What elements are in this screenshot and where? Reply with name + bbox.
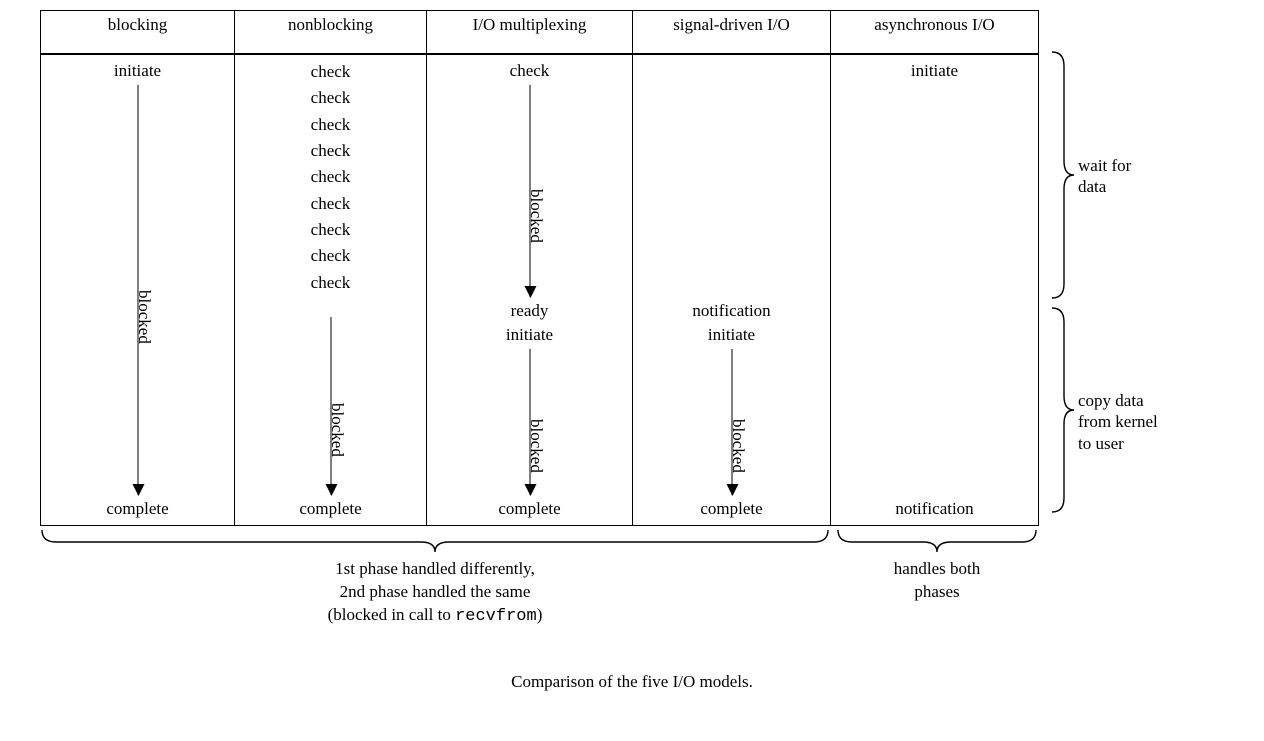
table-header-row: blockingnonblockingI/O multiplexingsigna… (41, 11, 1039, 55)
blocking-complete: complete (41, 499, 234, 519)
async-initiate: initiate (831, 61, 1038, 81)
signal-mid-1: initiate (633, 325, 830, 345)
async-notification: notification (831, 499, 1038, 519)
right-brace-phase2 (1050, 306, 1076, 514)
col-header-3: signal-driven I/O (633, 11, 831, 55)
nonblocking-check-3: check (235, 138, 426, 164)
bottom-brace-svg-first4 (40, 528, 830, 554)
right-brace-text-phase1: wait fordata (1078, 155, 1131, 198)
col-body-0: initiate blocked complete (41, 54, 235, 526)
mux-complete: complete (427, 499, 632, 519)
bottom-braces-area: 1st phase handled differently,2nd phase … (40, 528, 1044, 648)
nonblocking-check-8: check (235, 270, 426, 296)
signal-complete: complete (633, 499, 830, 519)
nonblocking-check-0: check (235, 59, 426, 85)
mux-arrow-1-label: blocked (526, 189, 546, 243)
nonblocking-check-7: check (235, 243, 426, 269)
io-models-table: blockingnonblockingI/O multiplexingsigna… (40, 10, 1039, 526)
right-brace-text-phase2: copy datafrom kernelto user (1078, 390, 1158, 454)
col-body-1: checkcheckcheckcheckcheckcheckcheckcheck… (235, 54, 427, 526)
mux-mid-0: ready (427, 301, 632, 321)
blocking-arrow-label: blocked (134, 290, 154, 344)
col-body-2: check blocked ready initiate blocked complete (427, 54, 633, 526)
blocking-initiate: initiate (41, 61, 234, 81)
col-header-1: nonblocking (235, 11, 427, 55)
mux-check: check (427, 61, 632, 81)
bottom-brace-first4: 1st phase handled differently,2nd phase … (40, 528, 830, 629)
bottom-brace-last1: handles bothphases (836, 528, 1038, 604)
nonblocking-check-1: check (235, 85, 426, 111)
col-header-0: blocking (41, 11, 235, 55)
col-header-4: asynchronous I/O (831, 11, 1039, 55)
nonblocking-arrow-label: blocked (327, 403, 347, 457)
mux-arrow-2-label: blocked (526, 419, 546, 473)
nonblocking-check-4: check (235, 164, 426, 190)
code-recvfrom: recvfrom (455, 607, 537, 626)
bottom-brace-svg-last1 (836, 528, 1038, 554)
right-brace-phase1 (1050, 50, 1076, 300)
mux-mid-1: initiate (427, 325, 632, 345)
table-body-row: initiateblockedcompletecheckcheckcheckch… (41, 54, 1039, 526)
right-braces-area: wait fordata copy datafrom kernelto user (1050, 10, 1220, 518)
signal-mid-0: notification (633, 301, 830, 321)
col-body-4: initiate notification (831, 54, 1039, 526)
nonblocking-check-5: check (235, 191, 426, 217)
nonblocking-check-6: check (235, 217, 426, 243)
diagram-wrap: blockingnonblockingI/O multiplexingsigna… (40, 10, 1254, 648)
table-and-bottom: blockingnonblockingI/O multiplexingsigna… (40, 10, 1044, 648)
signal-arrow-label: blocked (728, 419, 748, 473)
bottom-brace-text-first4: 1st phase handled differently,2nd phase … (40, 558, 830, 629)
col-body-3: notification initiate blocked complete (633, 54, 831, 526)
col-header-2: I/O multiplexing (427, 11, 633, 55)
figure-caption: Comparison of the five I/O models. (40, 672, 1224, 692)
nonblocking-checks: checkcheckcheckcheckcheckcheckcheckcheck… (235, 59, 426, 296)
bottom-brace-text-last1: handles bothphases (836, 558, 1038, 604)
nonblocking-complete: complete (235, 499, 426, 519)
nonblocking-check-2: check (235, 112, 426, 138)
